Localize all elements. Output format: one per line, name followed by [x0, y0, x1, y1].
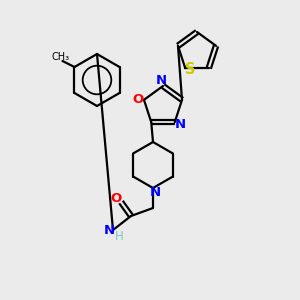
Text: O: O	[110, 193, 122, 206]
Text: N: N	[103, 224, 115, 238]
Text: CH₃: CH₃	[51, 52, 70, 62]
Text: O: O	[132, 93, 144, 106]
Text: N: N	[149, 187, 161, 200]
Text: S: S	[185, 62, 196, 77]
Text: N: N	[155, 74, 167, 88]
Text: N: N	[175, 118, 186, 131]
Text: H: H	[115, 230, 123, 242]
